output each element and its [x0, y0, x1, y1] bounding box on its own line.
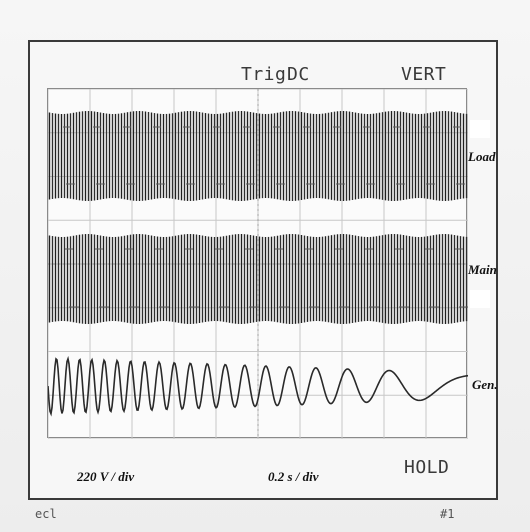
- coupling-label: DC: [287, 64, 310, 85]
- main-channel-label: Main: [468, 262, 497, 277]
- mode-label: VERT: [401, 64, 447, 85]
- bottom-left-label: ecl: [35, 507, 57, 521]
- time-scale-label: 0.2 s / div: [268, 469, 319, 484]
- main-waveform: [48, 234, 468, 324]
- oscilloscope-waveforms: [48, 89, 468, 439]
- trig-label: Trig: [241, 64, 287, 85]
- grid: [48, 89, 468, 439]
- load-label-mask: [470, 120, 490, 138]
- generator-waveform: [48, 355, 468, 417]
- voltage-scale-label: 220 V / div: [77, 469, 135, 484]
- bottom-right-label: #1: [440, 507, 455, 521]
- generator-waveform-path: [48, 355, 468, 417]
- main-label-mask: [470, 290, 490, 308]
- gen-channel-label: Gen.: [472, 377, 498, 392]
- oscilloscope-plot-area: [47, 88, 468, 439]
- load-waveform: [48, 111, 468, 201]
- load-channel-label: Load: [468, 149, 496, 164]
- hold-status: HOLD: [404, 457, 450, 478]
